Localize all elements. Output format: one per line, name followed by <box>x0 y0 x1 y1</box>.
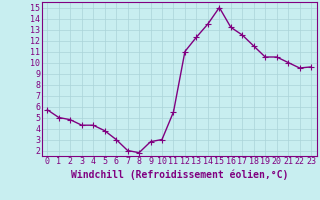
X-axis label: Windchill (Refroidissement éolien,°C): Windchill (Refroidissement éolien,°C) <box>70 169 288 180</box>
